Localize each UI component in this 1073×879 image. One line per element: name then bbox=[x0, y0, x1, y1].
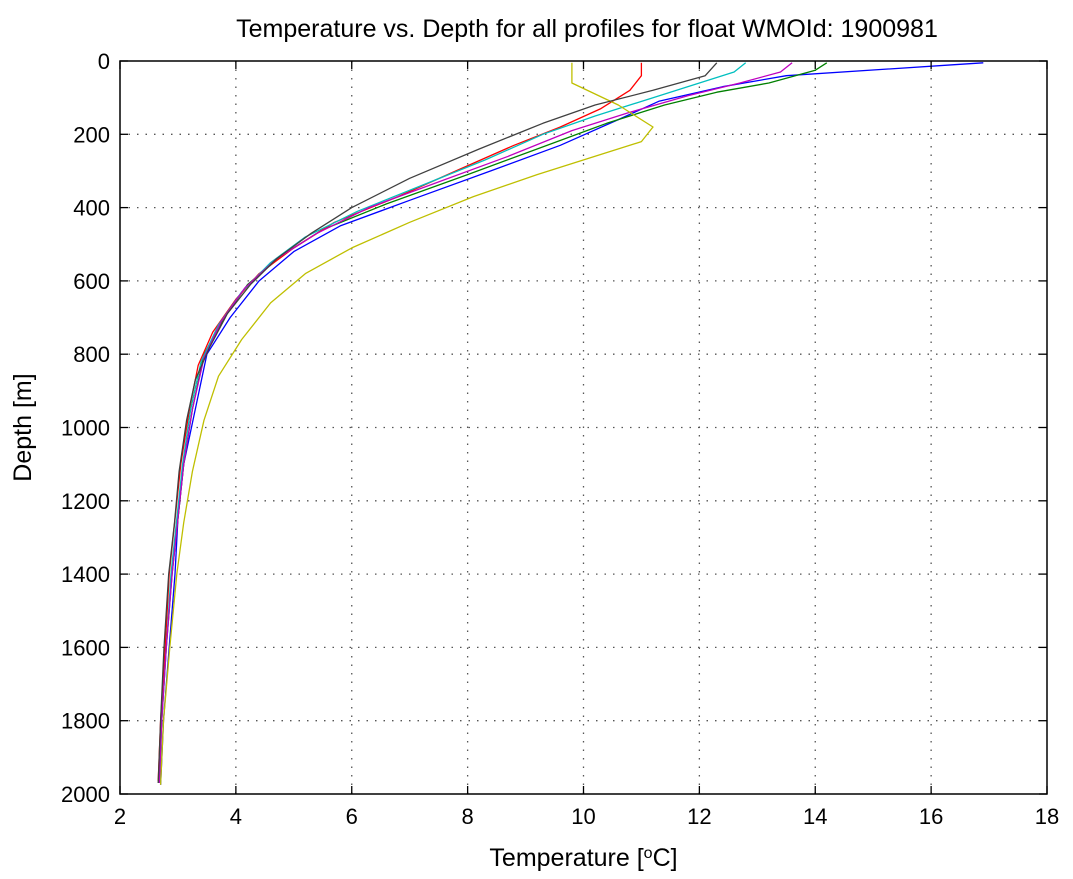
x-tick-label: 4 bbox=[230, 804, 242, 829]
ticks-layer bbox=[119, 60, 1048, 795]
y-tick-label: 600 bbox=[73, 269, 110, 294]
x-tick-label: 10 bbox=[571, 804, 595, 829]
profiles-layer bbox=[157, 62, 984, 785]
x-axis-title-prefix: Temperature [ bbox=[489, 844, 643, 872]
x-axis-title-suffix: C] bbox=[653, 844, 678, 872]
y-tick-label: 0 bbox=[98, 49, 110, 74]
grid-layer bbox=[120, 61, 1047, 794]
x-tick-label: 14 bbox=[803, 804, 827, 829]
profile-line-7 bbox=[157, 62, 718, 784]
x-tick-label: 2 bbox=[114, 804, 126, 829]
x-tick-label: 18 bbox=[1035, 804, 1059, 829]
x-tick-label: 6 bbox=[346, 804, 358, 829]
y-tick-label: 1600 bbox=[61, 635, 110, 660]
x-axis-title-superscript: o bbox=[644, 845, 653, 862]
y-tick-label: 200 bbox=[73, 122, 110, 147]
x-axis-title: Temperature [oC] bbox=[489, 844, 677, 872]
profile-line-4 bbox=[158, 62, 747, 784]
y-tick-label: 1200 bbox=[61, 489, 110, 514]
profile-line-6 bbox=[159, 62, 654, 785]
x-tick-label: 16 bbox=[919, 804, 943, 829]
profile-line-3 bbox=[157, 62, 643, 782]
profile-line-1 bbox=[159, 62, 984, 785]
profile-line-2 bbox=[158, 62, 828, 784]
profile-line-5 bbox=[158, 62, 793, 784]
y-tick-label: 1000 bbox=[61, 416, 110, 441]
y-tick-label: 400 bbox=[73, 196, 110, 221]
y-tick-label: 1800 bbox=[61, 709, 110, 734]
y-tick-label: 1400 bbox=[61, 562, 110, 587]
x-tick-label: 8 bbox=[462, 804, 474, 829]
chart-title: Temperature vs. Depth for all profiles f… bbox=[236, 15, 938, 43]
labels-layer: 2 4 6 8 10 12 14 16 18 0 200 400 600 800 1000 1200 1400 1… bbox=[61, 49, 1059, 829]
y-tick-label: 800 bbox=[73, 342, 110, 367]
x-tick-label: 12 bbox=[687, 804, 711, 829]
y-tick-label: 2000 bbox=[61, 782, 110, 807]
y-axis-title: Depth [m] bbox=[9, 373, 37, 481]
